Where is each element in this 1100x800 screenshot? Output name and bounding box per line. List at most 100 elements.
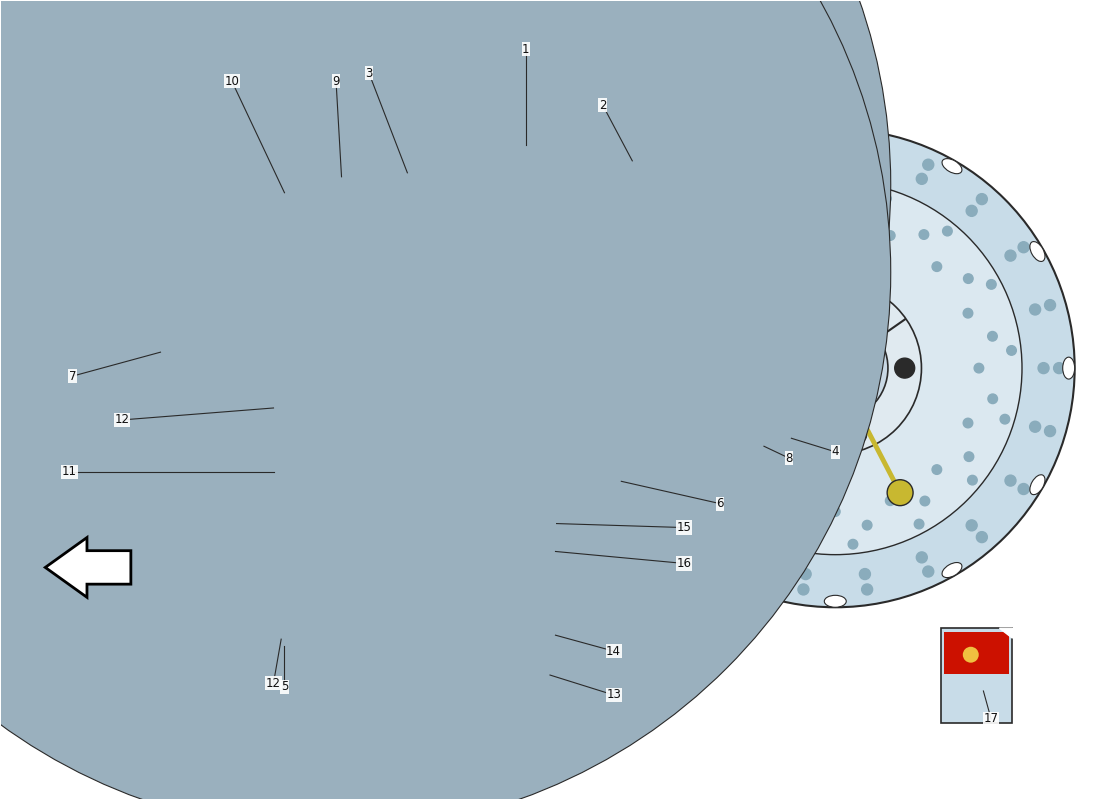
Circle shape [190,194,202,206]
Polygon shape [431,575,572,702]
Circle shape [741,497,751,506]
Circle shape [968,475,977,485]
Circle shape [932,262,942,271]
Circle shape [530,335,548,353]
Text: 1085: 1085 [726,430,857,498]
Ellipse shape [626,242,640,262]
Circle shape [800,569,811,579]
Circle shape [641,242,652,253]
Circle shape [429,186,447,203]
Circle shape [542,525,558,541]
Text: 5: 5 [280,681,288,694]
Circle shape [916,174,927,184]
Circle shape [727,500,754,526]
Circle shape [1019,483,1030,494]
Circle shape [1030,304,1041,315]
Circle shape [686,363,696,373]
Circle shape [473,490,488,506]
Circle shape [830,507,840,516]
Circle shape [525,385,542,402]
Ellipse shape [942,562,961,578]
Circle shape [481,164,498,182]
FancyArrow shape [45,538,131,598]
Circle shape [615,426,626,437]
Circle shape [630,422,641,432]
Circle shape [861,584,872,595]
Circle shape [886,230,895,240]
Circle shape [476,443,503,469]
Circle shape [540,588,553,602]
Circle shape [847,424,867,444]
Circle shape [749,282,922,454]
Circle shape [977,532,988,542]
Circle shape [800,157,811,168]
Text: 12: 12 [114,414,130,426]
Circle shape [848,539,858,549]
Text: 1: 1 [522,42,529,56]
Circle shape [741,230,750,240]
Circle shape [697,418,707,428]
Circle shape [693,520,704,531]
Circle shape [1005,250,1016,261]
Circle shape [449,530,464,546]
Circle shape [782,315,888,421]
Circle shape [776,230,785,240]
Circle shape [697,309,707,318]
Text: 15: 15 [676,521,691,534]
Circle shape [516,456,540,480]
Text: 10: 10 [224,74,239,88]
Circle shape [966,520,977,531]
Circle shape [1038,362,1049,374]
Circle shape [780,533,789,542]
Circle shape [798,584,808,595]
Text: 13: 13 [606,689,621,702]
Ellipse shape [1030,474,1045,494]
Circle shape [932,465,942,474]
Circle shape [747,207,757,217]
Circle shape [776,496,785,506]
Circle shape [524,498,539,514]
Circle shape [847,292,867,312]
Ellipse shape [1063,357,1075,379]
Circle shape [859,157,870,168]
Circle shape [649,182,1022,554]
Circle shape [920,230,928,239]
Circle shape [964,418,972,428]
Circle shape [554,338,590,374]
Circle shape [0,0,891,744]
Polygon shape [172,372,238,408]
Circle shape [943,226,953,236]
Circle shape [977,194,988,205]
Circle shape [0,0,891,800]
Circle shape [830,220,840,230]
Bar [293,218,329,234]
Circle shape [654,381,663,390]
Circle shape [606,362,617,374]
Circle shape [962,646,979,662]
Circle shape [964,274,974,283]
Circle shape [552,624,565,638]
Circle shape [923,159,934,170]
Circle shape [966,206,977,216]
Circle shape [718,500,728,510]
Circle shape [407,315,425,334]
Ellipse shape [596,357,608,379]
Circle shape [654,475,666,486]
Ellipse shape [1030,242,1045,262]
Circle shape [673,333,683,342]
Circle shape [426,409,443,426]
Circle shape [1045,300,1056,310]
Ellipse shape [626,474,640,494]
Text: 17: 17 [983,712,999,726]
Text: 16: 16 [676,557,692,570]
Circle shape [541,184,559,202]
Circle shape [965,452,974,462]
Circle shape [799,206,808,216]
Circle shape [674,447,684,457]
Bar [944,632,1010,674]
Polygon shape [412,169,564,436]
Circle shape [916,552,927,563]
Circle shape [881,194,891,203]
Text: 9: 9 [332,74,340,88]
Circle shape [729,465,738,474]
